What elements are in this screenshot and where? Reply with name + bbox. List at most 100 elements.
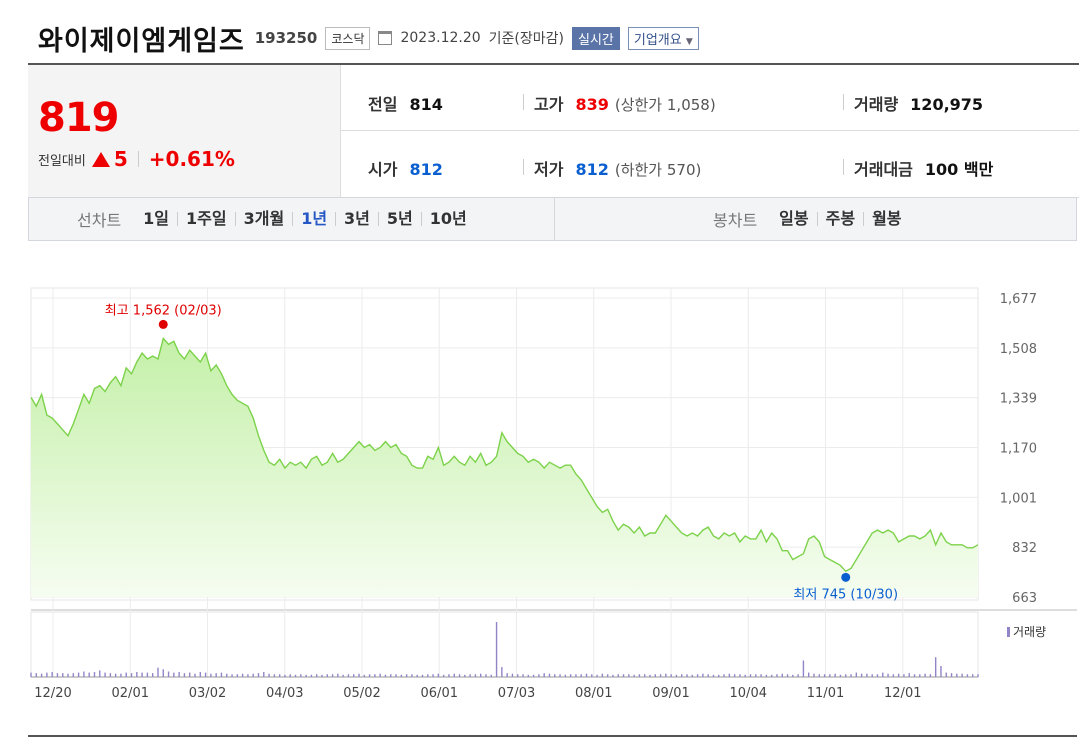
volume-bar <box>40 673 43 677</box>
realtime-button[interactable]: 실시간 <box>571 26 620 50</box>
y-tick-label: 1,170 <box>1000 442 1037 457</box>
low-value: 812 <box>575 160 609 179</box>
volume-bar <box>93 672 96 677</box>
divider <box>341 130 1079 131</box>
volume-bar <box>897 673 900 677</box>
price-area <box>31 338 978 597</box>
volume-bar <box>966 674 969 677</box>
volume-bar <box>950 673 953 677</box>
x-tick-label: 05/02 <box>343 686 380 701</box>
volume-bar <box>871 674 873 677</box>
volume-bar <box>310 674 313 677</box>
volume-bar <box>199 672 201 677</box>
volume-bar <box>940 666 942 677</box>
volume-frame <box>30 611 979 678</box>
open-price: 시가 812 <box>368 156 443 180</box>
volume-bar <box>114 673 117 677</box>
volume-bar <box>707 674 709 677</box>
volume-bar <box>612 674 614 677</box>
volume-bar <box>358 673 360 677</box>
volume-bar <box>178 672 180 677</box>
volume-bar <box>919 674 921 677</box>
volume-bar <box>241 673 244 677</box>
tab-3y[interactable]: 3년 <box>335 211 378 227</box>
volume-bar <box>596 674 598 677</box>
volume-bar <box>813 673 815 677</box>
tab-3m[interactable]: 3개월 <box>234 211 293 227</box>
volume-bar <box>527 674 530 677</box>
x-tick-label: 12/01 <box>884 686 921 701</box>
x-tick-label: 04/03 <box>266 686 303 701</box>
volume-bar <box>210 673 212 677</box>
volume-bar <box>437 673 440 677</box>
volume-bar <box>490 674 492 677</box>
volume-bar <box>972 674 974 677</box>
volume-bar <box>183 673 186 677</box>
volume-bar <box>379 673 381 677</box>
volume-bar <box>136 672 138 677</box>
tab-10y[interactable]: 10년 <box>420 211 475 227</box>
tab-1y[interactable]: 1년 <box>292 211 335 227</box>
divider <box>28 735 1077 737</box>
volume-bar <box>866 673 868 677</box>
volume-bar <box>104 672 106 677</box>
tab-1d[interactable]: 1일 <box>143 209 170 228</box>
volume-bar <box>744 674 746 677</box>
volume-bar <box>252 673 254 677</box>
volume-bar <box>331 674 334 677</box>
volume-bar <box>665 673 667 677</box>
volume-bar <box>384 674 387 677</box>
volume-bar <box>686 674 688 677</box>
max-point <box>158 319 168 329</box>
volume-bar <box>712 674 715 677</box>
volume-bar <box>802 660 805 677</box>
tab-5y[interactable]: 5년 <box>377 211 421 227</box>
company-info-dropdown[interactable]: 기업개요 ▼ <box>627 26 699 50</box>
amount-label: 거래대금 <box>854 160 913 179</box>
x-tick-label: 11/01 <box>807 686 844 701</box>
volume-bar <box>151 673 154 677</box>
volume-bar <box>956 673 958 677</box>
volume-value: 120,975 <box>910 95 984 114</box>
volume-bar <box>797 674 799 677</box>
volume-bar <box>263 672 265 677</box>
volume-bar <box>120 673 122 677</box>
max-label: 최고 1,562 (02/03) <box>105 303 222 318</box>
volume-bar <box>506 673 508 677</box>
volume-bar <box>157 667 159 677</box>
volume-bar <box>390 674 392 677</box>
tab-daily[interactable]: 일봉 <box>779 209 809 228</box>
prev-value: 814 <box>409 95 443 114</box>
y-tick-label: 1,339 <box>1000 392 1037 407</box>
volume-bar <box>72 673 75 677</box>
tab-weekly[interactable]: 주봉 <box>816 211 863 227</box>
volume-bar <box>289 674 291 677</box>
volume-bar <box>268 673 270 677</box>
quote-basis: 기준(장마감) <box>488 31 564 47</box>
volume-bar <box>659 674 662 677</box>
volume-bar <box>564 674 567 677</box>
volume-bar <box>353 674 355 677</box>
divider <box>554 198 555 240</box>
volume-bar <box>247 674 249 677</box>
y-tick-label: 1,508 <box>1000 342 1037 357</box>
volume-bar <box>934 657 937 677</box>
tab-monthly[interactable]: 월봉 <box>863 211 909 227</box>
y-tick-label: 1,677 <box>1000 292 1037 307</box>
prev-close: 전일 814 <box>368 91 443 115</box>
volume-bar <box>776 674 778 677</box>
volume-bar <box>337 673 339 677</box>
price-box: 819 전일대비 5 +0.61% <box>28 65 341 197</box>
volume-bar <box>739 674 741 677</box>
volume-bar <box>691 674 694 677</box>
volume-bar <box>88 672 90 677</box>
volume-bar <box>829 674 831 677</box>
chevron-down-icon: ▼ <box>685 36 693 47</box>
volume-bar <box>834 673 836 677</box>
volume-bar <box>495 622 498 677</box>
volume-bar <box>575 674 577 677</box>
volume-bar <box>808 672 810 677</box>
volume-bar <box>46 672 48 677</box>
tab-1w[interactable]: 1주일 <box>177 211 235 227</box>
